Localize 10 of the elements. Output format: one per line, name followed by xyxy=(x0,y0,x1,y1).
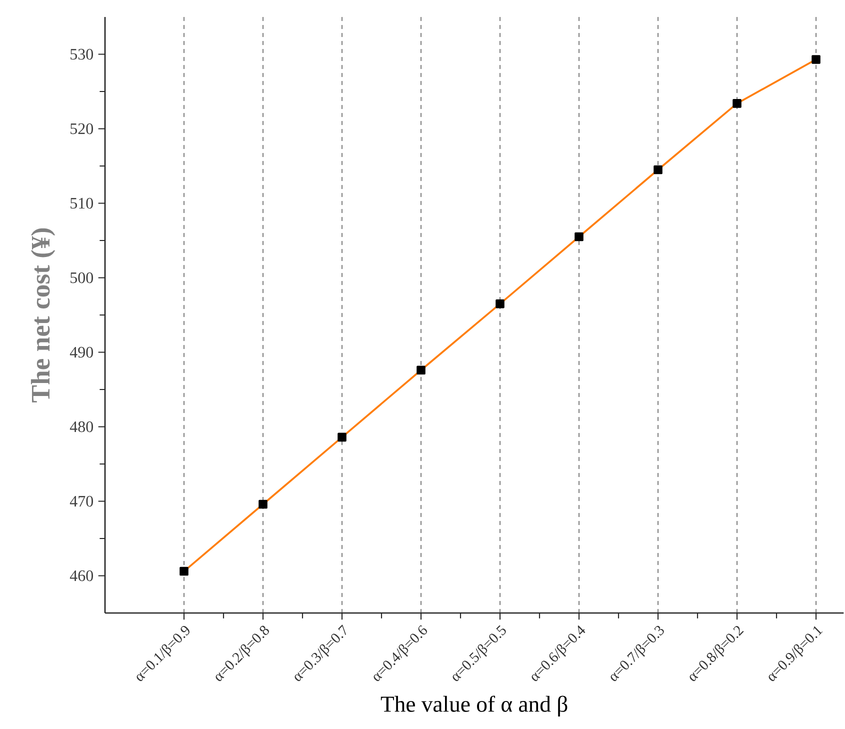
y-tick-label: 530 xyxy=(70,48,94,60)
y-tick-label: 460 xyxy=(70,570,94,582)
y-tick-label: 490 xyxy=(70,346,94,358)
y-tick-label: 480 xyxy=(70,421,94,432)
y-tick-label: 510 xyxy=(70,198,94,209)
y-axis-title: The net cost (¥) xyxy=(30,228,56,402)
y-tick-label: 470 xyxy=(70,496,94,507)
x-axis-title: The value of α and β xyxy=(380,696,568,716)
y-tick-label: 520 xyxy=(70,123,94,134)
y-tick-label: 500 xyxy=(70,272,94,284)
